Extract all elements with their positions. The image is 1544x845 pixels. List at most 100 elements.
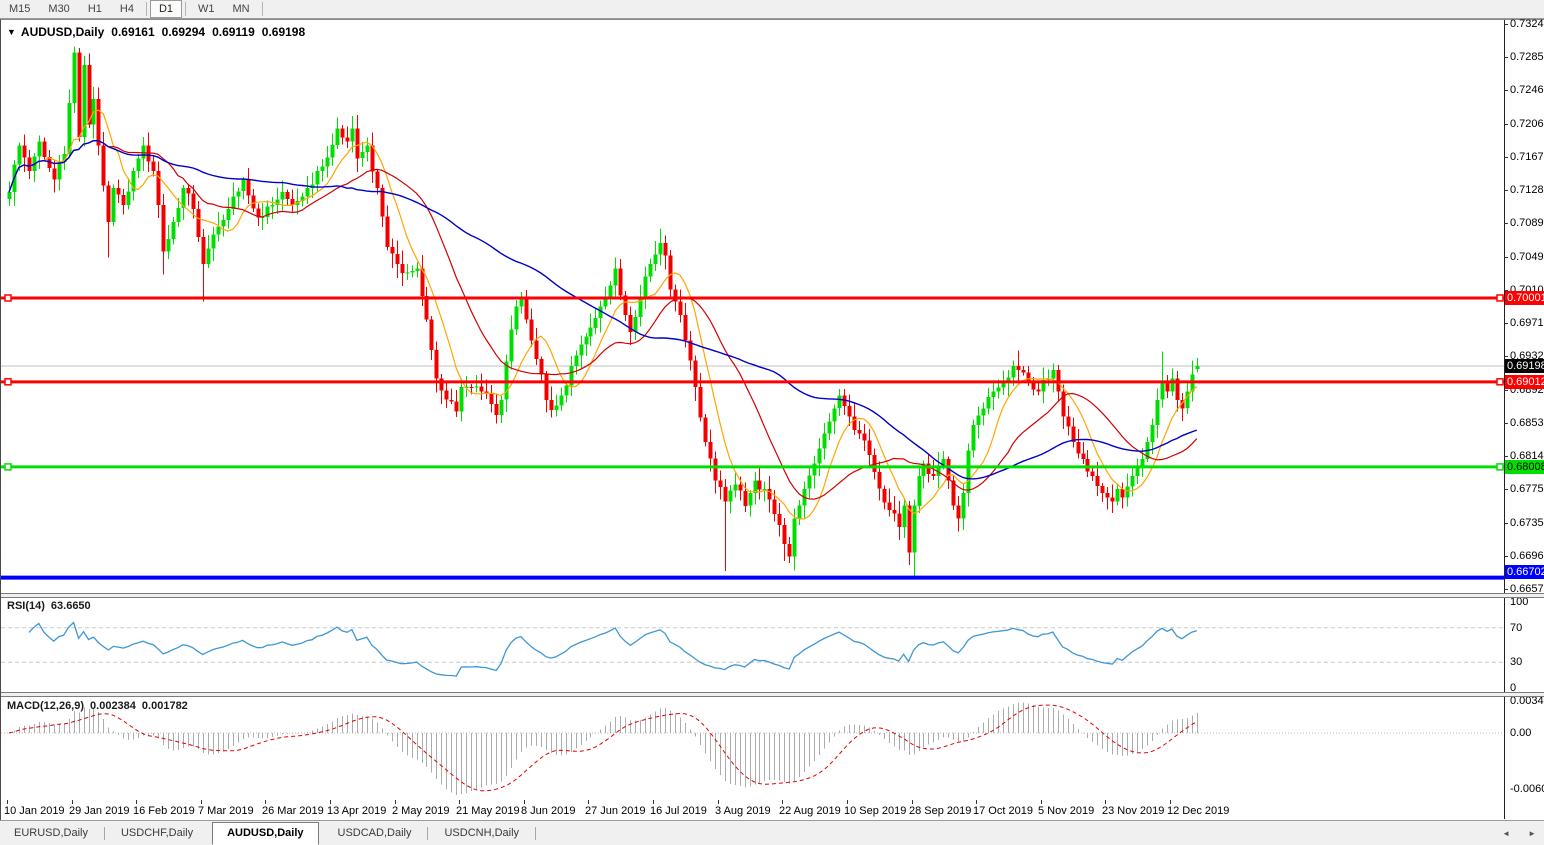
- price-tick-label: 0.66570: [1510, 583, 1544, 595]
- date-label: 13 Apr 2019: [327, 805, 387, 817]
- date-tick-mark: [847, 800, 848, 804]
- ohlc-close: 0.69198: [261, 25, 306, 39]
- rsi-axis-label: 100: [1510, 596, 1529, 608]
- date-label: 29 Jan 2019: [69, 805, 130, 817]
- chart-tab-usdcnh[interactable]: USDCNH,Daily: [444, 827, 520, 839]
- date-label: 27 Jun 2019: [585, 805, 646, 817]
- date-label: 12 Dec 2019: [1167, 805, 1230, 817]
- current-price-badge: 0.69198: [1505, 359, 1544, 373]
- axis-tick-mark: [1504, 124, 1508, 125]
- date-label: 10 Jan 2019: [4, 805, 65, 817]
- axis-tick-mark: [1504, 90, 1508, 91]
- date-label: 26 Mar 2019: [262, 805, 324, 817]
- timeframe-button-m30[interactable]: M30: [48, 3, 70, 15]
- date-tick-mark: [1041, 800, 1042, 804]
- date-tick-mark: [976, 800, 977, 804]
- rsi-value: 63.6650: [50, 600, 91, 612]
- rsi-axis-label: 0: [1510, 682, 1517, 694]
- timeframe-button-w1[interactable]: W1: [198, 3, 215, 15]
- tab-separator: [103, 826, 105, 840]
- toolbar-separator: [185, 2, 186, 16]
- rsi-label: RSI(14) 63.6650: [7, 600, 91, 612]
- macd-name: MACD(12,26,9): [7, 700, 85, 712]
- axis-tick-mark: [1504, 356, 1508, 357]
- date-tick-mark: [1170, 800, 1171, 804]
- axis-tick-mark: [1504, 290, 1508, 291]
- macd-label: MACD(12,26,9) 0.002384 0.001782: [7, 700, 188, 712]
- date-tick-mark: [524, 800, 525, 804]
- date-label: 17 Oct 2019: [973, 805, 1033, 817]
- axis-tick-mark: [1504, 489, 1508, 490]
- symbol-dropdown-icon[interactable]: ▼: [7, 27, 16, 37]
- date-tick-mark: [330, 800, 331, 804]
- date-tick-mark: [653, 800, 654, 804]
- date-axis[interactable]: 10 Jan 2019 29 Jan 2019 16 Feb 2019 7 Mar 2…: [1, 800, 1504, 820]
- macd-signal-value: 0.001782: [141, 700, 188, 712]
- date-tick-mark: [136, 800, 137, 804]
- toolbar-separator: [145, 2, 147, 16]
- rsi-axis-label: 70: [1510, 622, 1523, 634]
- axis-tick-mark: [1504, 157, 1508, 158]
- date-label: 16 Feb 2019: [133, 805, 195, 817]
- chart-tab-audusd[interactable]: AUDUSD,Daily: [212, 821, 319, 845]
- timeframe-button-d1[interactable]: D1: [149, 0, 182, 18]
- macd-axis-label: -0.0060690: [1510, 783, 1544, 795]
- date-tick-mark: [782, 800, 783, 804]
- date-tick-mark: [1105, 800, 1106, 804]
- axis-tick-mark: [1504, 24, 1508, 25]
- timeframe-toolbar: M15 M30 H1 H4 D1 W1 MN: [0, 0, 1544, 19]
- date-label: 2 May 2019: [392, 805, 450, 817]
- axis-tick-mark: [1504, 423, 1508, 424]
- date-label: 16 Jul 2019: [650, 805, 707, 817]
- date-label: 10 Sep 2019: [844, 805, 907, 817]
- tab-separator: [427, 826, 429, 840]
- timeframe-button-h4[interactable]: H4: [119, 3, 134, 15]
- tab-scroll-left-icon[interactable]: ◄: [1502, 828, 1511, 838]
- hline-price-badge: 0.70001: [1505, 291, 1544, 305]
- ohlc-low: 0.69119: [212, 25, 255, 39]
- date-label: 5 Nov 2019: [1038, 805, 1095, 817]
- date-tick-mark: [72, 800, 73, 804]
- date-label: 3 Aug 2019: [715, 805, 771, 817]
- chart-tab-usdchf[interactable]: USDCHF,Daily: [120, 827, 194, 839]
- axis-tick-mark: [1504, 323, 1508, 324]
- date-tick-mark: [395, 800, 396, 804]
- axis-tick-mark: [1504, 556, 1508, 557]
- rsi-pane-canvas[interactable]: [1, 598, 1504, 692]
- date-tick-mark: [459, 800, 460, 804]
- date-label: 22 Aug 2019: [779, 805, 841, 817]
- chart-tab-eurusd[interactable]: EURUSD,Daily: [14, 827, 88, 839]
- rsi-name: RSI(14): [7, 600, 45, 612]
- tab-scroll-right-icon[interactable]: ►: [1528, 828, 1536, 838]
- chart-tab-usdcad[interactable]: USDCAD,Daily: [337, 827, 412, 839]
- pane-splitter-rsi[interactable]: [1, 593, 1544, 598]
- toolbar-separator: [261, 2, 263, 16]
- timeframe-button-h1[interactable]: H1: [87, 3, 102, 15]
- macd-axis-label: 0.00: [1510, 727, 1532, 739]
- hline-price-badge: 0.66702: [1505, 565, 1544, 579]
- price-axis[interactable]: [1504, 20, 1544, 819]
- timeframe-button-mn[interactable]: MN: [232, 3, 250, 15]
- macd-pane-canvas[interactable]: [1, 697, 1504, 800]
- tab-separator: [535, 826, 537, 840]
- macd-axis-label: 0.0034210: [1510, 695, 1544, 707]
- date-label: 7 Mar 2019: [198, 805, 254, 817]
- ohlc-high: 0.69294: [161, 25, 206, 39]
- date-label: 23 Nov 2019: [1102, 805, 1165, 817]
- date-tick-mark: [912, 800, 913, 804]
- price-pane-canvas[interactable]: [1, 22, 1504, 593]
- pane-splitter-macd[interactable]: [1, 692, 1544, 697]
- timeframe-button-m15[interactable]: M15: [9, 3, 31, 15]
- axis-tick-mark: [1504, 223, 1508, 224]
